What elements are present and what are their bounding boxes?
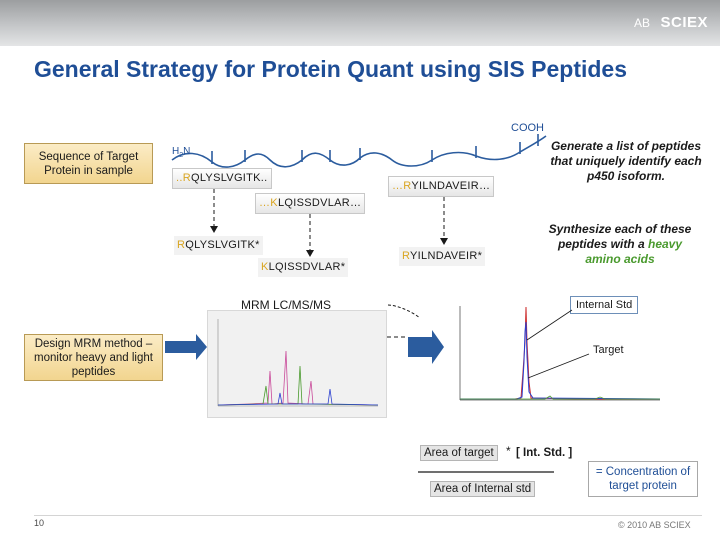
peptide-sequence: QLYSLVGITK*: [185, 239, 260, 251]
peptide-cleavage-residue: R: [177, 239, 186, 251]
ab-logo-icon: AB: [634, 16, 650, 30]
multiply-symbol: *: [506, 444, 511, 458]
right-arrow-icon: [165, 334, 207, 360]
logo-prefix: AB: [634, 16, 650, 30]
peptide-sequence: QLYSLVGITK..: [190, 172, 268, 184]
int-std-concentration: [ Int. Std. ]: [516, 447, 573, 459]
peptide-cleavage-residue: …R: [392, 180, 412, 192]
h2n-main: H: [172, 146, 180, 157]
noise-trace: [460, 395, 660, 400]
peptide-heavy-1: RQLYSLVGITK*: [174, 236, 263, 255]
peptide-native-1: ..RQLYSLVGITK..: [172, 168, 272, 189]
peptide-native-2: …RYILNDAVEIR…: [388, 176, 495, 197]
concentration-result: = Concentration of target protein: [588, 461, 698, 497]
peptide-native-3: …KLQISSDVLAR…: [255, 193, 366, 214]
heavy-amino-acids-text: heavy amino acids: [585, 237, 683, 266]
mrm-instrument-image: [207, 310, 387, 418]
protein-backbone: [171, 134, 547, 168]
synthesize-text: Synthesize each of these peptides with a…: [540, 222, 700, 267]
internal-std-label: Internal Std: [570, 296, 639, 314]
chromatogram-chart: [459, 306, 661, 401]
h2n-end: N: [183, 146, 191, 157]
sciex-logo: AB SCIEX: [634, 13, 708, 31]
area-of-target: Area of target: [420, 445, 498, 461]
right-arrow-icon-2: [408, 330, 444, 364]
internal-std-trace: [460, 321, 661, 400]
mini-chromatogram: [217, 319, 379, 407]
peptide-sequence: YILNDAVEIR…: [411, 180, 491, 192]
design-mrm-box: Design MRM method – monitor heavy and li…: [24, 334, 163, 381]
copyright: © 2010 AB SCIEX: [618, 520, 691, 530]
target-trace: [460, 306, 660, 400]
peptide-cleavage-residue: …K: [259, 197, 278, 209]
synthesize-prefix: Synthesize each of these peptides with a: [548, 222, 692, 251]
peptide-heavy-3: RYILNDAVEIR*: [399, 247, 486, 266]
peptide-sequence: LQISSDVLAR*: [268, 261, 346, 273]
peptide-sequence: LQISSDVLAR…: [277, 197, 362, 209]
logo-text: SCIEX: [660, 13, 708, 31]
peptide-cleavage-residue: ..R: [176, 172, 191, 184]
sequence-box: Sequence of Target Protein in sample: [24, 143, 153, 184]
peptide-heavy-2: KLQISSDVLAR*: [258, 258, 349, 277]
peptide-cleavage-residue: R: [402, 250, 411, 262]
peptide-sequence: YILNDAVEIR*: [410, 250, 483, 262]
target-label: Target: [587, 341, 630, 359]
cooh-label: COOH: [511, 122, 544, 134]
h2n-label: H2N: [172, 146, 190, 159]
header-bar: AB SCIEX: [0, 0, 720, 46]
area-of-internal-std: Area of Internal std: [430, 481, 536, 497]
slide-number: 10: [34, 518, 45, 528]
slide-title: General Strategy for Protein Quant using…: [34, 56, 628, 82]
generate-text: Generate a list of peptides that uniquel…: [550, 139, 702, 183]
mrm-label: MRM LC/MS/MS: [241, 298, 331, 312]
peptide-cleavage-residue: K: [261, 261, 269, 273]
h2n-sub: 2: [179, 152, 184, 159]
mrm-outline: [387, 304, 421, 319]
footer-divider: [34, 515, 702, 516]
